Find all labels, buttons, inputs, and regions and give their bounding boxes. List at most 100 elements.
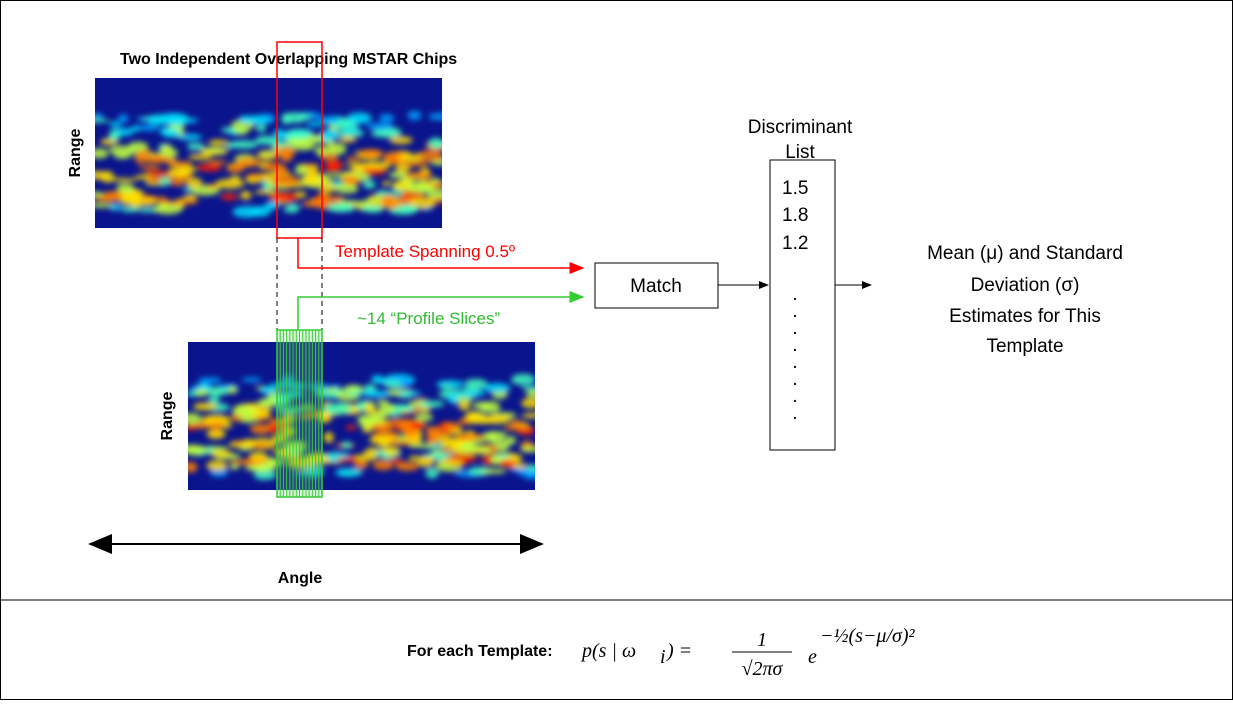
speckle	[468, 466, 492, 476]
speckle	[208, 395, 220, 404]
speckle	[245, 177, 263, 184]
speckle	[275, 146, 296, 158]
speckle	[407, 110, 422, 121]
speckle	[520, 445, 535, 453]
speckle	[427, 189, 442, 200]
speckle	[188, 423, 198, 431]
speckle	[299, 405, 316, 410]
speckle	[109, 121, 122, 128]
range-label: Range	[67, 128, 84, 177]
speckle	[341, 175, 360, 186]
speckle	[128, 141, 149, 152]
speckle	[282, 413, 296, 424]
speckle	[294, 164, 308, 176]
speckle	[208, 139, 229, 146]
speckle	[197, 377, 222, 384]
speckle	[242, 116, 272, 124]
speckle	[464, 411, 482, 423]
speckle	[372, 459, 394, 471]
template-box	[276, 41, 323, 239]
speckle	[188, 461, 198, 473]
range-label: Range	[159, 391, 176, 440]
speckle	[95, 118, 110, 123]
speckle	[370, 129, 401, 138]
speckle	[206, 387, 229, 396]
speckle	[95, 194, 122, 203]
speckle	[253, 412, 270, 418]
speckle	[521, 412, 535, 419]
speckle	[188, 444, 207, 456]
formula: −½(s−μ/σ)²	[820, 625, 916, 647]
speckle	[186, 142, 205, 151]
template-arrow	[297, 238, 585, 274]
speckle	[324, 162, 341, 173]
formula: i	[660, 646, 666, 668]
slices-arrow	[297, 291, 585, 330]
speckle	[249, 463, 272, 472]
speckle	[437, 459, 464, 465]
speckle	[241, 438, 256, 448]
speckle	[268, 191, 299, 203]
speckle	[275, 406, 302, 413]
speckle	[113, 152, 132, 159]
speckle	[401, 161, 429, 167]
speckle	[255, 123, 267, 133]
speckle	[455, 397, 473, 403]
speckle	[239, 115, 250, 123]
formula: √2πσ	[742, 658, 784, 680]
slices-label: ~14 “Profile Slices”	[357, 309, 500, 328]
speckle	[426, 434, 438, 445]
speckle	[154, 196, 168, 202]
speckle	[365, 122, 394, 130]
profile-slices	[276, 329, 323, 498]
speckle	[319, 188, 330, 194]
speckle	[207, 184, 219, 189]
match-label: Match	[630, 276, 682, 297]
output-text: Mean (μ) and Standard	[927, 243, 1123, 264]
speckle	[268, 423, 284, 434]
list-value: 1.8	[782, 205, 808, 226]
speckle	[305, 122, 325, 127]
speckle	[248, 451, 268, 461]
speckle	[383, 380, 403, 388]
list-title: Discriminant	[748, 117, 853, 138]
speckle	[116, 183, 135, 194]
speckle	[390, 458, 403, 464]
formula: p(s | ω	[580, 640, 636, 662]
speckle	[138, 124, 159, 132]
formula-label: For each Template:	[407, 643, 553, 660]
speckle	[162, 128, 180, 138]
speckle	[363, 161, 392, 170]
speckle	[100, 171, 115, 183]
speckle	[323, 431, 334, 443]
speckle	[285, 137, 309, 146]
speckle	[196, 163, 222, 172]
speckle	[286, 457, 316, 469]
output-text: Estimates for This	[949, 306, 1101, 327]
speckle	[389, 136, 413, 145]
speckle	[239, 407, 258, 414]
speckle	[386, 440, 414, 446]
speckle	[345, 424, 356, 431]
speckle	[159, 147, 178, 158]
speckle	[108, 177, 138, 183]
speckle	[500, 459, 517, 468]
speckle	[275, 165, 288, 177]
speckle	[206, 428, 226, 440]
speckle	[118, 114, 129, 123]
speckle	[383, 199, 400, 210]
speckle	[425, 467, 439, 479]
speckle	[428, 137, 442, 149]
speckle	[260, 385, 277, 395]
speckle	[138, 165, 161, 170]
speckle	[440, 440, 466, 450]
speckle	[188, 412, 202, 425]
speckle	[334, 468, 362, 477]
speckle	[226, 386, 238, 394]
speckle	[185, 177, 203, 189]
speckle	[440, 384, 453, 389]
speckle	[405, 181, 435, 194]
speckle	[505, 436, 517, 445]
speckle	[176, 133, 203, 141]
speckle	[240, 413, 256, 424]
